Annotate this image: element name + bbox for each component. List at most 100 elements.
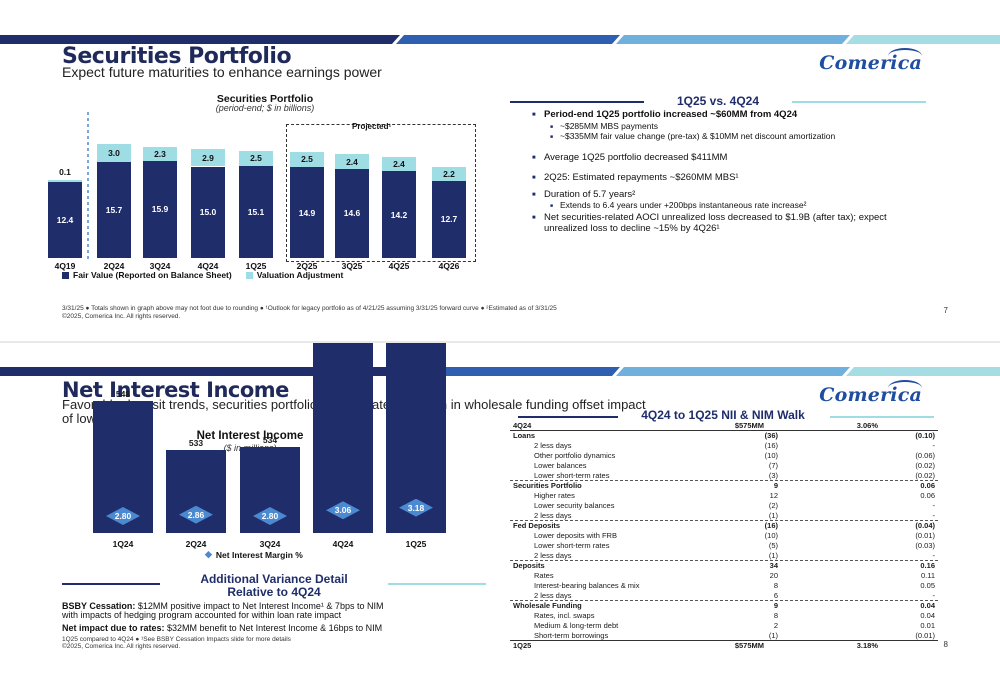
legend: ◆ Net Interest Margin %	[205, 549, 303, 560]
nim-value-label: 2.86	[187, 509, 205, 520]
chart-title: Securities Portfolio	[216, 93, 314, 105]
projected-box	[286, 124, 476, 262]
walk-label: Fed Deposits	[513, 521, 561, 530]
walk-nii-value: (3)	[768, 471, 778, 480]
walk-label: Lower balances	[534, 461, 587, 470]
bar-fair-value: 15.1	[239, 165, 273, 258]
footnote: 1Q25 compared to 4Q24 ● ¹See BSBY Cessat…	[62, 636, 291, 643]
walk-detail-row: 2 less days (1) -	[510, 511, 938, 521]
x-tick-label: 4Q19	[54, 261, 76, 271]
walk-nii-value: (7)	[768, 461, 778, 470]
x-tick-label: 1Q25	[405, 539, 427, 549]
var-rule-left	[62, 583, 160, 585]
header-band	[0, 35, 1000, 44]
walk-label: Lower deposits with FRB	[534, 531, 617, 540]
walk-category-row: Wholesale Funding 9 0.04	[510, 601, 938, 611]
walk-detail-row: Other portfolio dynamics (10) (0.06)	[510, 451, 938, 461]
x-tick-label: 1Q24	[112, 539, 134, 549]
walk-nim-value: -	[932, 441, 936, 450]
legend-nim-label: Net Interest Margin %	[215, 549, 303, 560]
walk-nim-value: (0.01)	[915, 631, 935, 640]
x-tick-label: 3Q24	[259, 539, 281, 549]
bar-valuation-label: 0.1	[59, 167, 71, 178]
page-subtitle: Expect future maturities to enhance earn…	[62, 64, 382, 80]
walk-detail-row: Rates, incl. swaps 8 0.04	[510, 611, 938, 621]
net-impact-value: $32MM benefit to Net Interest Income & 1…	[164, 623, 383, 633]
walk-nim-value: -	[932, 511, 936, 520]
chart-title: Net Interest Income	[196, 430, 304, 442]
variance-header-line1: Additional Variance Detail	[200, 572, 348, 586]
bar-valuation-adjustment: 2.2	[432, 167, 466, 181]
bar-fair-value: 15.7	[97, 162, 131, 258]
walk-label: Other portfolio dynamics	[534, 451, 616, 460]
bar-fair-value: 15.0	[191, 166, 225, 258]
walk-detail-row: 2 less days 6 -	[510, 591, 938, 601]
net-impact-text: Net impact due to rates: $32MM benefit t…	[62, 623, 382, 633]
nii-value-label: 534	[262, 434, 278, 445]
bar-fair-value: 12.4	[48, 182, 82, 258]
walk-label: Wholesale Funding	[513, 601, 582, 610]
nim-value-label: 3.18	[407, 502, 425, 513]
walk-nii-value: 9	[773, 481, 778, 490]
nim-value-label: 2.80	[114, 511, 132, 521]
bar-valuation-adjustment: 2.9	[191, 148, 225, 167]
walk-label: Lower short-term rates	[534, 471, 610, 480]
walk-detail-row: Higher rates 12 0.06	[510, 491, 938, 501]
legend-va-label: Valuation Adjustment	[256, 270, 344, 280]
projected-label: Projected¹	[352, 122, 392, 131]
x-tick-label: 2Q24	[185, 539, 207, 549]
walk-label: Deposits	[513, 561, 545, 570]
bar-fair-value: 12.7	[432, 180, 466, 258]
walk-nim-value: -	[932, 501, 936, 510]
walk-nim-value: (0.06)	[915, 451, 935, 460]
bsby-text-line1: BSBY Cessation: $12MM positive impact to…	[62, 601, 383, 611]
x-tick-label: 2Q25	[296, 261, 318, 271]
walk-nim-value: -	[932, 551, 936, 560]
bar-fair-value: 14.6	[335, 168, 369, 258]
walk-category-row: Fed Deposits (16) (0.04)	[510, 521, 938, 531]
walk-nii-value: (16)	[764, 521, 778, 530]
walk-detail-row: Lower deposits with FRB (10) (0.01)	[510, 531, 938, 541]
page-title: Net Interest Income	[62, 378, 289, 402]
walk-nii-value: $575MM	[734, 641, 764, 650]
walk-nii-value: 8	[773, 581, 778, 590]
walk-category-row: Loans (36) (0.10)	[510, 431, 938, 441]
walk-nii-value: (36)	[764, 431, 778, 440]
walk-nii-value: (1)	[768, 631, 778, 640]
bar-valuation-adjustment: 2.4	[382, 156, 416, 172]
legend-fv-label: Fair Value (Reported on Balance Sheet)	[73, 270, 232, 280]
walk-label: Medium & long-term debt	[534, 621, 619, 630]
walk-nii-value: (10)	[764, 451, 778, 460]
walk-nim-value: 0.06	[920, 491, 935, 500]
walk-nim-value: 0.05	[920, 581, 935, 590]
walk-nii-value: 12	[769, 491, 778, 500]
net-impact-label: Net impact due to rates:	[62, 623, 165, 633]
walk-label: 2 less days	[534, 591, 572, 600]
nim-diamond-marker: 2.80	[106, 507, 140, 525]
walk-nim-value: (0.04)	[915, 521, 935, 530]
walk-nim-value: 0.04	[920, 611, 935, 620]
slide-separator	[0, 341, 1000, 344]
walk-label: Securities Portfolio	[513, 481, 582, 490]
x-tick-label: 4Q26	[438, 261, 460, 271]
walk-nim-value: (0.10)	[915, 431, 935, 440]
walk-nim-value: (0.01)	[915, 531, 935, 540]
bar-valuation-adjustment	[48, 180, 82, 183]
sub-bullet-1-2: ~$335MM fair value change (pre-tax) & $1…	[550, 131, 915, 142]
bar-valuation-adjustment: 2.3	[143, 146, 177, 161]
copyright: ©2025, Comerica Inc. All rights reserved…	[62, 313, 181, 320]
walk-nii-value: (10)	[764, 531, 778, 540]
walk-nim-value: (0.02)	[915, 461, 935, 470]
legend-nim-diamond-icon: ◆	[205, 549, 212, 559]
walk-total-row: 1Q25 $575MM 3.18%	[510, 641, 938, 651]
bullet-4: Duration of 5.7 years²	[532, 189, 924, 201]
legend: Fair Value (Reported on Balance Sheet) V…	[62, 270, 343, 280]
walk-category-row: Securities Portfolio 9 0.06	[510, 481, 938, 491]
bullet-3: 2Q25: Estimated repayments ~$260MM MBS¹	[532, 172, 924, 184]
bar-valuation-adjustment: 3.0	[97, 143, 131, 163]
nim-diamond-marker: 3.18	[399, 499, 433, 517]
x-tick-label: 3Q24	[149, 261, 171, 271]
walk-nim-value: (0.02)	[915, 471, 935, 480]
walk-nii-value: 9	[773, 601, 778, 610]
nim-value-label: 3.06	[334, 505, 352, 516]
